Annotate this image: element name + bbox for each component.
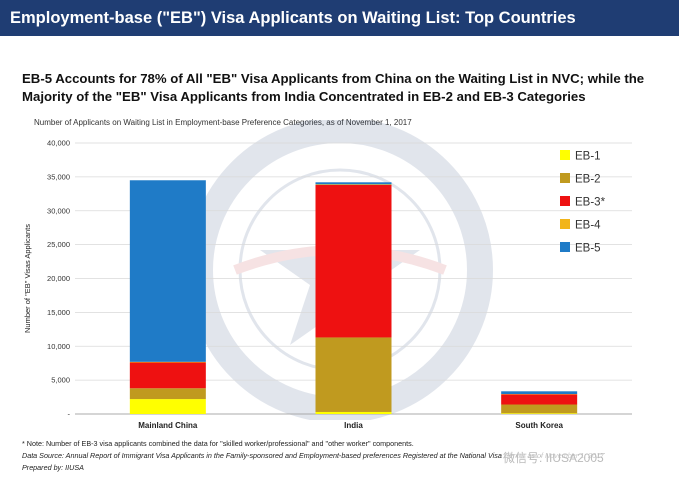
- y-axis-ticks: - 5,000 10,000 15,000 20,000 25,000 30,000 35,0…: [47, 139, 70, 419]
- legend-label: EB-3*: [575, 197, 606, 209]
- bar-segment-eb2: [316, 337, 392, 412]
- legend-swatch: [560, 219, 570, 229]
- y-tick-label: 25,000: [47, 240, 70, 249]
- legend-label: EB-1: [575, 151, 601, 163]
- y-tick-label: 15,000: [47, 308, 70, 317]
- y-tick-label: 40,000: [47, 139, 70, 148]
- footnote-prepared: Prepared by: IIUSA: [22, 463, 84, 472]
- legend-label: EB-4: [575, 220, 601, 232]
- wechat-watermark: 微信号: IIUSA2005: [503, 449, 604, 466]
- y-tick-label: 30,000: [47, 206, 70, 215]
- bar-segment-eb4: [130, 362, 206, 363]
- bar-segment-eb5: [501, 391, 577, 394]
- y-axis-label: Number of "EB" Visas Applicants: [23, 224, 32, 333]
- bar-segment-eb2: [130, 388, 206, 399]
- legend-label: EB-2: [575, 174, 601, 186]
- x-category-label: India: [344, 421, 363, 430]
- bar-segment-eb1: [130, 399, 206, 414]
- bar-segment-eb3: [130, 363, 206, 389]
- x-category-label: South Korea: [515, 421, 563, 430]
- legend-swatch: [560, 150, 570, 160]
- bar-segment-eb5: [130, 180, 206, 362]
- footnote-note: * Note: Number of EB-3 visa applicants c…: [22, 439, 414, 448]
- y-tick-label: -: [68, 410, 71, 419]
- y-tick-label: 10,000: [47, 342, 70, 351]
- x-axis-categories: Mainland China India South Korea: [138, 421, 563, 430]
- y-tick-label: 5,000: [51, 376, 70, 385]
- x-category-label: Mainland China: [138, 421, 198, 430]
- bar-segment-eb5: [316, 182, 392, 184]
- legend-swatch: [560, 242, 570, 252]
- bar-segment-eb3: [501, 394, 577, 404]
- bar-segment-eb1: [316, 412, 392, 414]
- legend-swatch: [560, 196, 570, 206]
- legend-swatch: [560, 173, 570, 183]
- bars: [130, 180, 577, 414]
- bar-segment-eb3: [316, 185, 392, 337]
- stacked-bar-chart: - 5,000 10,000 15,000 20,000 25,000 30,000 35,0…: [0, 0, 679, 492]
- y-tick-label: 35,000: [47, 172, 70, 181]
- y-tick-label: 20,000: [47, 274, 70, 283]
- bar-segment-eb2: [501, 405, 577, 414]
- bar-segment-eb1: [501, 413, 577, 414]
- bar-segment-eb4: [316, 184, 392, 185]
- legend: EB-1 EB-2 EB-3* EB-4 EB-5: [560, 150, 606, 255]
- legend-label: EB-5: [575, 243, 601, 255]
